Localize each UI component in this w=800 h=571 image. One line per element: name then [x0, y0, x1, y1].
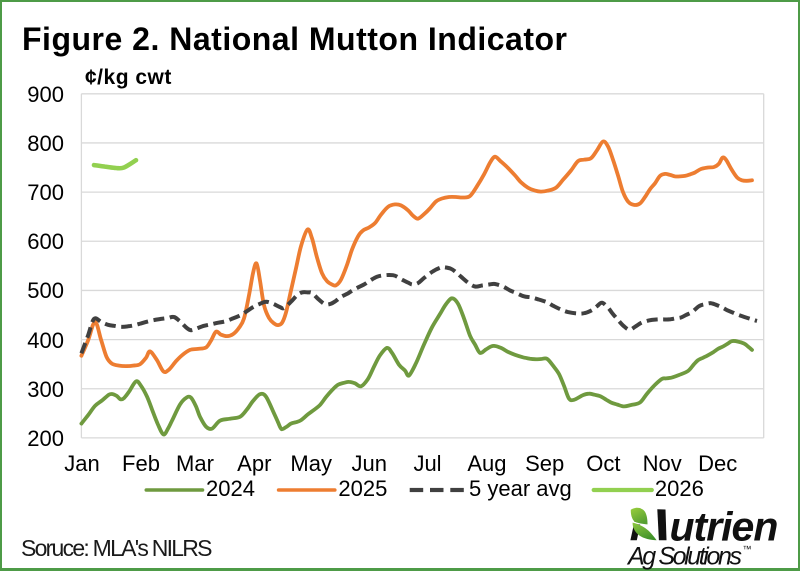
svg-text:Ag Solutions: Ag Solutions — [626, 543, 741, 571]
svg-text:™: ™ — [743, 544, 752, 554]
svg-text:utrien: utrien — [670, 503, 778, 549]
